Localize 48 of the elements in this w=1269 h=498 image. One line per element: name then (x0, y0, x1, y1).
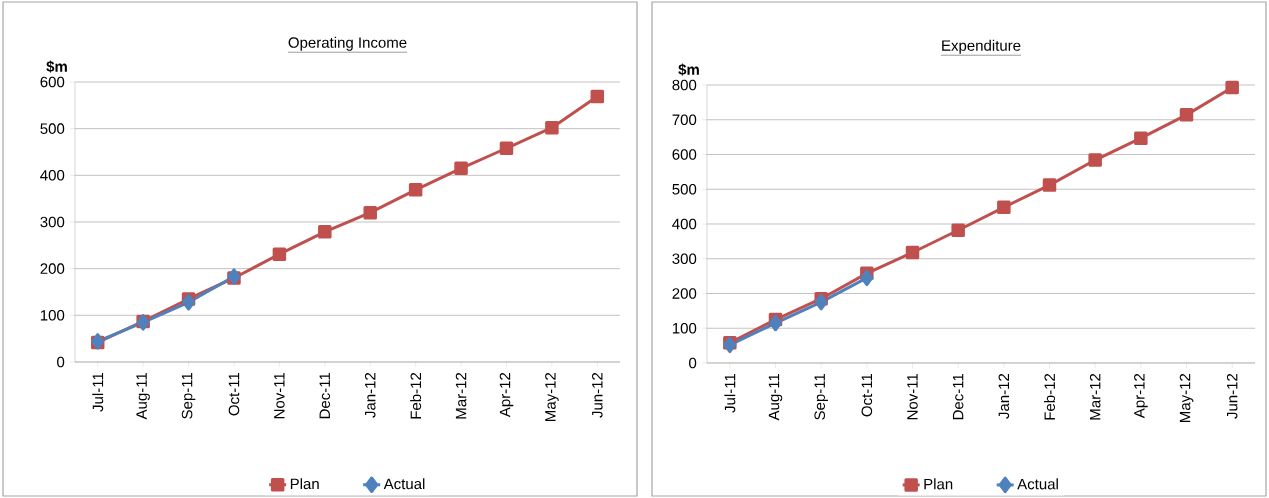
x-tick-label: Jan-12 (998, 373, 1010, 419)
x-tick-label: Oct-11 (861, 373, 873, 417)
x-tick-label: Jul-11 (724, 373, 736, 413)
y-axis-title: $m (46, 60, 67, 73)
x-tick-label: Dec-11 (319, 372, 331, 419)
legend-label: Actual (383, 478, 425, 490)
y-tick-label: 200 (40, 263, 65, 274)
x-tick-label: Sep-11 (181, 372, 196, 419)
x-tick-label: Mar-12 (1089, 373, 1101, 420)
x-tick-label: May-12 (545, 372, 559, 421)
y-tick-label: 100 (672, 322, 697, 334)
y-tick-label: 500 (40, 123, 65, 134)
y-tick-label: 400 (672, 218, 697, 230)
legend-label: Plan (924, 478, 953, 490)
chart-title: Operating Income (288, 36, 407, 51)
y-tick-label: 0 (57, 356, 65, 368)
x-tick-label: Oct-11 (228, 372, 240, 416)
y-tick-label: 300 (40, 216, 65, 228)
y-tick-label: 700 (672, 114, 697, 126)
x-tick-label: Jan-12 (364, 372, 376, 418)
x-tick-label: Aug-11 (136, 372, 150, 420)
x-tick-label: Aug-11 (768, 373, 783, 421)
legend-label: Plan (290, 478, 319, 490)
x-tick-label: Jun-12 (1226, 373, 1238, 419)
x-tick-label: Jun-12 (592, 372, 603, 418)
y-tick-label: 600 (40, 76, 65, 88)
x-tick-label: Jul-11 (92, 372, 104, 412)
x-tick-label: Mar-12 (455, 372, 467, 419)
legend-label: Actual (1017, 478, 1058, 490)
chart-title: Expenditure (942, 39, 1021, 54)
x-tick-label: Nov-11 (274, 372, 285, 419)
y-tick-label: 100 (40, 310, 65, 321)
x-tick-label: Apr-12 (499, 372, 514, 418)
y-tick-label: 200 (672, 288, 697, 299)
x-tick-label: Apr-12 (1134, 373, 1148, 419)
y-tick-label: 500 (672, 183, 697, 195)
y-tick-label: 400 (40, 170, 65, 181)
x-tick-label: May-12 (1179, 373, 1194, 422)
y-tick-label: 300 (672, 253, 697, 265)
x-tick-label: Dec-11 (952, 373, 964, 420)
y-tick-label: 0 (689, 357, 697, 369)
x-tick-label: Feb-12 (410, 372, 422, 419)
y-axis-title: $m (678, 63, 699, 76)
x-tick-label: Sep-11 (814, 373, 828, 420)
x-tick-label: Feb-12 (1044, 373, 1056, 420)
y-tick-label: 600 (672, 149, 697, 160)
x-tick-label: Nov-11 (907, 373, 918, 420)
y-tick-label: 800 (672, 79, 697, 91)
